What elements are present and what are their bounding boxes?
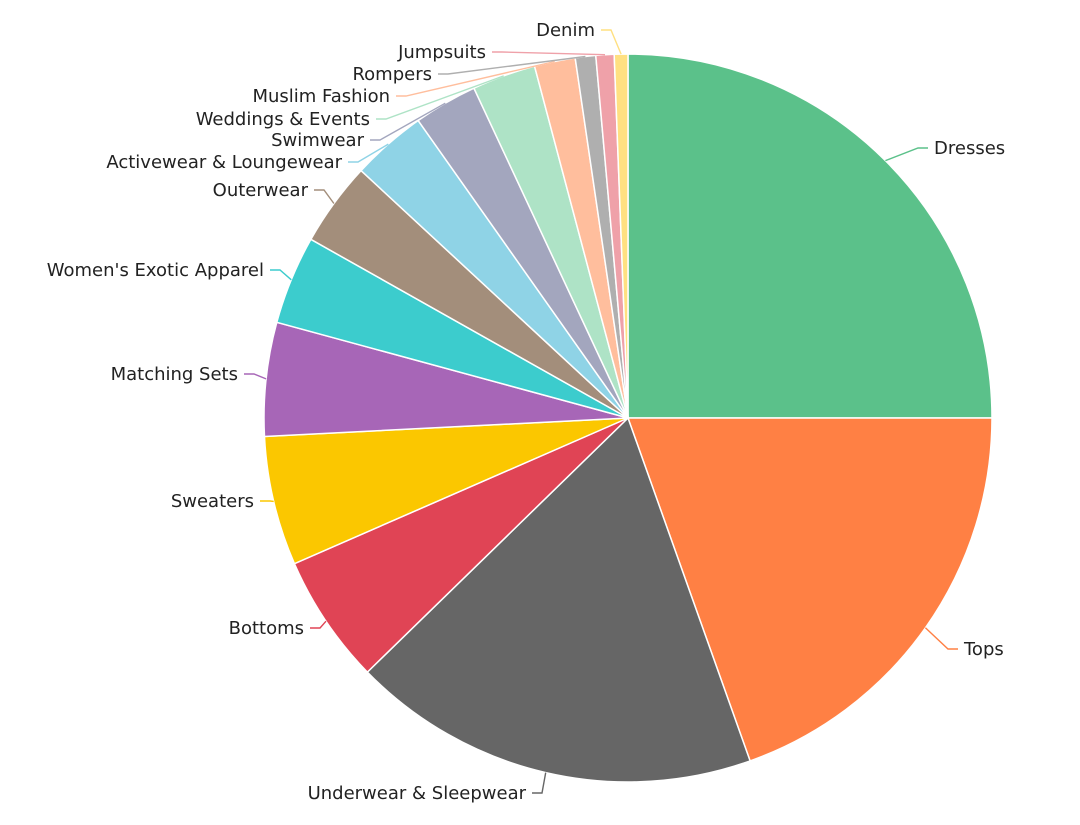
leader-line-womens-exotic-apparel [270, 269, 292, 281]
slice-label-swimwear: Swimwear [271, 130, 365, 151]
leader-lines-layer [244, 29, 958, 794]
slice-label-denim: Denim [536, 20, 595, 41]
leader-line-activewear-and-loungewear [348, 143, 389, 163]
slice-label-muslim-fashion: Muslim Fashion [252, 86, 390, 107]
leader-line-matching-sets [244, 373, 267, 380]
leader-line-weddings-and-events [376, 75, 504, 120]
slice-label-tops: Tops [963, 639, 1004, 660]
slice-label-underwear-and-sleepwear: Underwear & Sleepwear [308, 783, 527, 804]
leader-line-denim [601, 29, 622, 55]
leader-line-jumpsuits [492, 51, 606, 56]
slice-label-jumpsuits: Jumpsuits [397, 42, 486, 63]
slice-label-bottoms: Bottoms [229, 618, 304, 639]
slice-label-outerwear: Outerwear [213, 180, 309, 201]
pie-slice-sweaters [263, 417, 629, 565]
pie-slice-underwear-and-sleepwear [366, 416, 752, 783]
leader-line-tops [924, 627, 958, 650]
leader-line-underwear-and-sleepwear [532, 772, 547, 794]
slice-label-activewear-and-loungewear: Activewear & Loungewear [106, 152, 342, 173]
leader-line-bottoms [310, 620, 327, 629]
slices-layer [263, 53, 993, 783]
slice-label-weddings-and-events: Weddings & Events [196, 109, 370, 130]
pie-slice-bottoms [293, 417, 629, 674]
leader-line-muslim-fashion [396, 60, 555, 97]
leader-line-outerwear [314, 189, 335, 204]
slice-label-dresses: Dresses [934, 138, 1005, 159]
leader-line-rompers [438, 55, 586, 75]
labels-layer: Dresses Tops Underwear & Sleepwear Bottoms S… [47, 20, 1005, 804]
leader-line-swimwear [370, 102, 446, 141]
pie-slice-tops [626, 417, 993, 762]
pie-slice-dresses [627, 53, 993, 419]
slice-label-matching-sets: Matching Sets [111, 364, 238, 385]
slice-label-sweaters: Sweaters [171, 491, 254, 512]
slice-label-womens-exotic-apparel: Women's Exotic Apparel [47, 260, 264, 281]
slice-label-rompers: Rompers [352, 64, 432, 85]
leader-line-dresses [885, 147, 928, 162]
